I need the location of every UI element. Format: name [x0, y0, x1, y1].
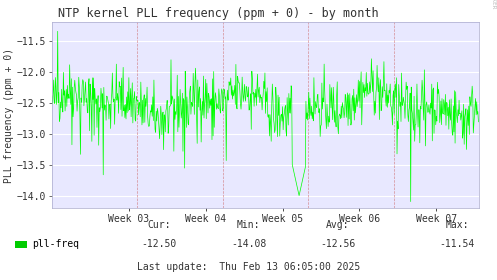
Text: -12.50: -12.50: [142, 239, 176, 249]
Text: RRDTOOL / TOBI OETIKER: RRDTOOL / TOBI OETIKER: [491, 0, 496, 8]
Text: -11.54: -11.54: [440, 239, 475, 249]
Text: Max:: Max:: [445, 220, 469, 230]
Text: Last update:  Thu Feb 13 06:05:00 2025: Last update: Thu Feb 13 06:05:00 2025: [137, 262, 360, 272]
Text: -14.08: -14.08: [231, 239, 266, 249]
Text: Cur:: Cur:: [147, 220, 171, 230]
Text: Min:: Min:: [237, 220, 260, 230]
Text: NTP kernel PLL frequency (ppm + 0) - by month: NTP kernel PLL frequency (ppm + 0) - by …: [58, 7, 379, 20]
Text: Avg:: Avg:: [326, 220, 350, 230]
Text: -12.56: -12.56: [321, 239, 355, 249]
Text: pll-freq: pll-freq: [32, 239, 80, 249]
Y-axis label: PLL frequency (ppm + 0): PLL frequency (ppm + 0): [4, 47, 14, 183]
